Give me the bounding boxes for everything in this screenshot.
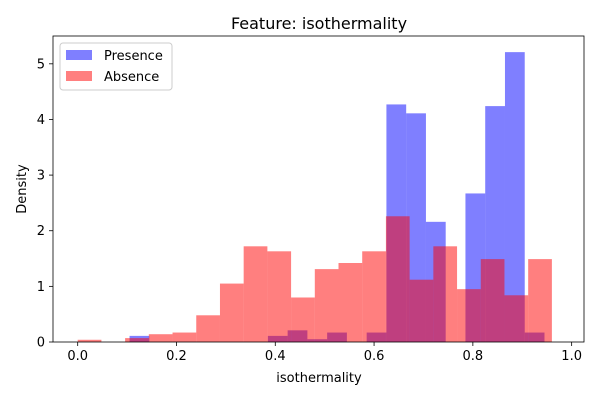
bar-absence-14: [409, 279, 434, 342]
legend-swatch-absence: [66, 71, 92, 81]
bar-absence-8: [267, 251, 292, 342]
bar-absence-13: [385, 216, 410, 342]
y-axis: 0 1 2 3 4 5: [37, 57, 53, 351]
bar-absence-15: [433, 246, 458, 342]
legend-label-absence: Absence: [104, 70, 159, 85]
plot-area-frame: [52, 35, 585, 343]
bar-absence-2: [125, 338, 149, 342]
legend-label-presence: Presence: [104, 49, 163, 64]
legend: Presence Absence: [59, 42, 173, 91]
y-tick-label: 0: [37, 336, 45, 351]
y-tick-label: 2: [37, 224, 45, 239]
legend-swatch-presence: [66, 50, 92, 60]
x-tick-label: 0.0: [67, 349, 88, 364]
bar-absence-4: [172, 332, 197, 342]
bar-absence-3: [148, 334, 173, 342]
bars-layer: [77, 52, 552, 343]
bar-absence-11: [338, 263, 363, 342]
bar-absence-6: [219, 283, 244, 342]
chart-title: Feature: isothermality: [231, 14, 407, 33]
x-tick-label: 0.8: [463, 349, 484, 364]
bar-absence-0: [77, 339, 102, 342]
bar-absence-10: [314, 269, 339, 342]
bar-absence-9: [291, 297, 315, 342]
y-tick-label: 4: [37, 113, 45, 128]
bar-presence-19: [504, 52, 525, 342]
y-axis-label: Density: [15, 164, 30, 214]
x-tick-label: 1.0: [561, 349, 582, 364]
bar-absence-19: [528, 259, 552, 342]
bar-absence-16: [457, 289, 481, 342]
x-axis: 0.0 0.2 0.4 0.6 0.8 1.0: [67, 342, 582, 364]
x-tick-label: 0.4: [265, 349, 286, 364]
x-tick-label: 0.2: [166, 349, 187, 364]
bar-absence-7: [243, 246, 268, 342]
y-tick-label: 3: [37, 169, 45, 184]
bar-absence-17: [480, 259, 505, 342]
y-tick-label: 5: [37, 57, 45, 72]
bar-absence-18: [504, 295, 529, 342]
x-axis-label: isothermality: [276, 371, 362, 386]
x-tick-label: 0.6: [364, 349, 385, 364]
bar-absence-12: [362, 251, 386, 342]
bar-absence-5: [196, 315, 220, 342]
y-tick-label: 1: [37, 280, 45, 295]
